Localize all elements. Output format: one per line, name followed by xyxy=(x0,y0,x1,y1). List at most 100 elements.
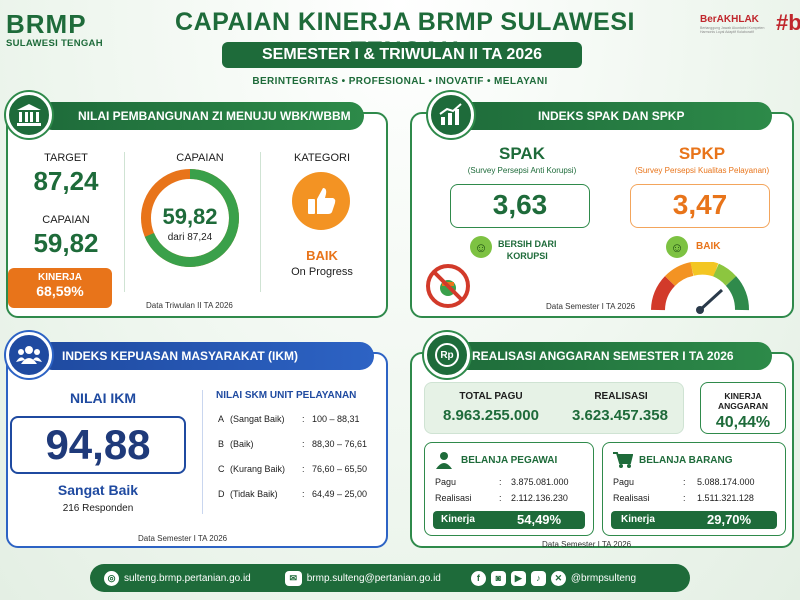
pegawai-real-label: Realisasi xyxy=(435,493,472,503)
website-link[interactable]: ◎ sulteng.brmp.pertanian.go.id xyxy=(104,570,251,586)
skm-range: 88,30 – 76,61 xyxy=(312,439,368,449)
spak-panel-title: INDEKS SPAK DAN SPKP xyxy=(442,102,772,130)
colon: : xyxy=(499,477,502,487)
skm-grade: C xyxy=(218,464,225,474)
skm-row: B (Baik):88,30 – 76,61 xyxy=(216,439,386,453)
ring-center-value: 59,82 xyxy=(162,204,218,229)
data-note: Data Semester I TA 2026 xyxy=(542,540,632,549)
pagu-value: 8.963.255.000 xyxy=(443,407,539,424)
facebook-icon[interactable]: f xyxy=(470,570,486,586)
barang-real-value: 1.511.321.128 xyxy=(697,493,754,503)
pegawai-kinerja-value: 54,49% xyxy=(517,512,562,527)
spak-desc: (Survey Persepsi Anti Korupsi) xyxy=(467,166,577,175)
colon: : xyxy=(499,493,502,503)
divider xyxy=(124,152,125,292)
kategori-sub: On Progress xyxy=(291,266,353,278)
capaian-ring-chart xyxy=(141,169,239,267)
person-icon xyxy=(435,451,453,469)
berakhlak-subtext: Bertanggung Jawab Akuntabel Kompeten Har… xyxy=(700,26,765,34)
capaian-value: 59,82 xyxy=(33,228,99,258)
smile-icon: ☺ xyxy=(666,236,688,258)
spkp-status: BAIK xyxy=(696,241,721,252)
tagline: BERINTEGRITAS • PROFESIONAL • INOVATIF •… xyxy=(252,76,548,87)
belanja-pegawai-card: BELANJA PEGAWAI Pagu : 3.875.081.000 Rea… xyxy=(424,442,594,536)
kategori-label: KATEGORI xyxy=(293,152,351,164)
skm-label: (Baik) xyxy=(230,439,254,449)
footer-bar: ◎ sulteng.brmp.pertanian.go.id ✉ brmp.sult… xyxy=(90,564,690,592)
barang-real-label: Realisasi xyxy=(613,493,650,503)
colon: : xyxy=(683,477,686,487)
data-note: Data Semester I TA 2026 xyxy=(546,302,636,311)
skm-grade: D xyxy=(218,489,225,499)
divider xyxy=(202,390,203,514)
ikm-label: NILAI IKM xyxy=(69,390,137,406)
social-handle: @brmpsulteng xyxy=(570,572,637,584)
spak-status: BERSIH DARI KORUPSI xyxy=(498,238,557,262)
ikm-panel-title: INDEKS KEPUASAN MASYARAKAT (IKM) xyxy=(38,342,374,370)
page-subtitle: SEMESTER I & TRIWULAN II TA 2026 xyxy=(222,42,582,68)
tiktok-icon[interactable]: ♪ xyxy=(530,570,546,586)
skm-colon: : xyxy=(302,489,305,499)
skm-label: (Sangat Baik) xyxy=(230,414,285,424)
skm-row: C (Kurang Baik):76,60 – 65,50 xyxy=(216,464,386,478)
barang-kinerja-bar: Kinerja 29,70% xyxy=(611,511,777,529)
capaian-label: CAPAIAN xyxy=(42,214,90,226)
skm-title: NILAI SKM UNIT PELAYANAN xyxy=(216,390,357,401)
target-label: TARGET xyxy=(44,152,88,164)
skm-grade: A xyxy=(218,414,225,424)
skm-grade: B xyxy=(218,439,225,449)
gauge-segment-red xyxy=(651,276,676,311)
brmp-logo: BRMP SULAWESI TENGAH xyxy=(6,10,103,49)
satisfaction-gauge xyxy=(651,262,749,314)
spak-status-line2: KORUPSI xyxy=(506,251,548,261)
pagu-realisasi-card: TOTAL PAGU 8.963.255.000 REALISASI 3.623… xyxy=(424,382,684,434)
ikm-kategori: Sangat Baik xyxy=(57,482,139,498)
website-text: sulteng.brmp.pertanian.go.id xyxy=(124,572,251,584)
ring-center-sub: dari 87,24 xyxy=(167,232,213,243)
pegawai-pagu-label: Pagu xyxy=(435,477,457,487)
instagram-icon[interactable]: ◙ xyxy=(490,570,506,586)
kinerja-value: 68,59% xyxy=(36,283,84,299)
x-icon[interactable]: ✕ xyxy=(550,570,566,586)
barang-kinerja-value: 29,70% xyxy=(707,512,752,527)
skm-colon: : xyxy=(302,464,305,474)
money-icon: Rp xyxy=(424,332,470,378)
belanja-barang-card: BELANJA BARANG Pagu : 5.088.174.000 Real… xyxy=(602,442,786,536)
skm-range: 64,49 – 25,00 xyxy=(312,489,368,499)
mail-icon: ✉ xyxy=(284,570,302,586)
barang-pagu-label: Pagu xyxy=(613,477,635,487)
hashtag-logo: #b xyxy=(776,10,800,35)
barang-kinerja-label: Kinerja xyxy=(621,514,655,525)
spkp-label: SPKP xyxy=(678,144,726,163)
pagu-label: TOTAL PAGU xyxy=(459,391,523,402)
pegawai-title: BELANJA PEGAWAI xyxy=(461,455,558,466)
rp-icon: Rp xyxy=(435,343,459,367)
kategori-value: BAIK xyxy=(306,248,338,263)
skm-range: 100 – 88,31 xyxy=(312,414,360,424)
barang-pagu-value: 5.088.174.000 xyxy=(697,477,755,487)
spak-value: 3,63 xyxy=(450,184,590,228)
cart-icon xyxy=(613,451,634,469)
gauge-segment-green xyxy=(725,276,749,311)
page-title: CAPAIAN KINERJA BRMP SULAWESI TENGAH xyxy=(175,8,635,65)
email-link[interactable]: ✉ brmp.sulteng@pertanian.go.id xyxy=(284,570,441,586)
logo-text: BRMP xyxy=(6,9,87,39)
growth-chart-icon xyxy=(428,92,474,138)
spkp-value: 3,47 xyxy=(630,184,770,228)
spak-status-line1: BERSIH DARI xyxy=(498,239,557,249)
kinerja-anggaran-label: KINERJA ANGGARAN xyxy=(717,391,769,411)
smile-icon: ☺ xyxy=(470,236,492,258)
gauge-label: CAPAIAN xyxy=(176,152,224,164)
thumbs-up-icon xyxy=(292,172,350,230)
gauge-segment-orange xyxy=(664,262,694,287)
logo-subtext: SULAWESI TENGAH xyxy=(6,38,103,49)
youtube-icon[interactable]: ▶ xyxy=(510,570,526,586)
anti-corruption-icon xyxy=(426,264,470,308)
ring-progress xyxy=(141,169,239,267)
globe-icon: ◎ xyxy=(104,570,119,586)
gauge-segment-lightgreen xyxy=(712,263,737,286)
data-note: Data Semester I TA 2026 xyxy=(138,534,228,543)
gauge-segment-yellow xyxy=(690,262,719,277)
barang-title: BELANJA BARANG xyxy=(639,455,733,466)
skm-label: (Tidak Baik) xyxy=(230,489,278,499)
